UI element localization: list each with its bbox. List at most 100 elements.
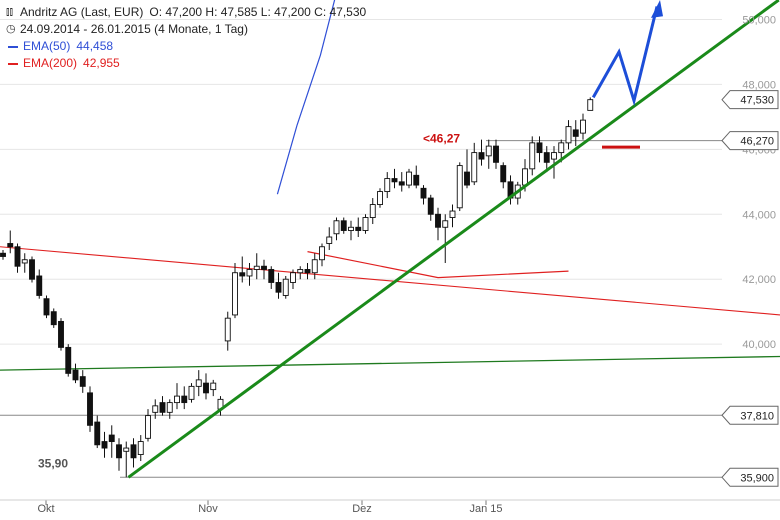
x-tick-label: Okt [37, 503, 54, 515]
trend-path [127, 0, 780, 479]
candle-body [275, 282, 282, 293]
legend-ohlc: O: 47,200 H: 47,585 L: 47,200 C: 47,530 [149, 5, 367, 19]
candle-body [456, 165, 463, 209]
y-tick-label: 40,000 [742, 339, 776, 351]
y-tick-label: 44,000 [742, 209, 776, 221]
candle-body [50, 311, 57, 326]
candle-body [239, 272, 246, 277]
candle-body [406, 171, 412, 186]
candle-body [268, 269, 275, 283]
candle-body [565, 126, 572, 144]
candle-body [116, 444, 122, 459]
candle-body [435, 213, 441, 228]
candle-body [181, 395, 188, 404]
horizontal-levels [0, 140, 722, 478]
candle-body [384, 178, 391, 193]
candle-body [493, 145, 499, 163]
clock-icon: ◷ [6, 23, 16, 35]
x-tick-label: Dez [352, 503, 372, 515]
candle-body [558, 142, 565, 154]
candle-body [7, 243, 14, 248]
y-tick-label: 48,000 [742, 79, 776, 91]
price-tag-label: 47,530 [740, 95, 774, 107]
candle-body [522, 168, 528, 186]
candle-body [369, 204, 376, 218]
candle-body [261, 265, 267, 270]
legend-period: 24.09.2014 - 26.01.2015 (4 Monate, 1 Tag… [20, 22, 248, 36]
candle-body [130, 444, 137, 459]
legend: ⫾⫾ Andritz AG (Last, EUR) O: 47,200 H: 4… [6, 4, 366, 72]
legend-title-row: ⫾⫾ Andritz AG (Last, EUR) O: 47,200 H: 4… [6, 4, 366, 21]
candle-body [449, 210, 456, 218]
legend-period-row: ◷ 24.09.2014 - 26.01.2015 (4 Monate, 1 T… [6, 21, 366, 38]
candle-body [174, 395, 180, 404]
candle-body [29, 259, 35, 280]
ema50-swatch [8, 45, 18, 48]
bar-chart-icon: ⫾⫾ [6, 6, 14, 18]
candle-body [87, 392, 93, 426]
candle-body [529, 142, 536, 170]
candle-body [587, 99, 594, 111]
candle-body [43, 298, 50, 316]
candle-body [420, 187, 427, 199]
y-tick-label: 50,000 [742, 14, 776, 26]
candle-body [282, 278, 289, 296]
candle-body [94, 421, 101, 446]
candle-body [14, 246, 21, 267]
legend-ema200-label: EMA(200) [23, 56, 78, 70]
price-tag-label: 46,270 [740, 136, 774, 148]
candle-body [188, 385, 195, 400]
candle-body [137, 441, 144, 455]
trend-line [127, 0, 780, 479]
candle-body [362, 217, 369, 231]
candlesticks [0, 97, 594, 478]
candle-body [377, 191, 383, 205]
candle-body [464, 171, 470, 186]
annotations: <46,27 35,90 [38, 132, 460, 471]
grid [0, 18, 722, 345]
candle-body [580, 119, 586, 134]
legend-ema50-value: 44,458 [76, 39, 114, 53]
candle-body [166, 402, 173, 413]
candle-body [108, 434, 115, 443]
candle-body [58, 320, 64, 348]
projection-arrow [591, 0, 663, 107]
candle-body [536, 142, 543, 154]
candle-body [297, 269, 304, 274]
legend-ema50-row: EMA(50) 44,458 [6, 38, 366, 55]
ema50-line [276, 0, 336, 195]
ema50-path [276, 0, 336, 195]
x-axis: Okt Nov Dez Jan 15 [0, 499, 780, 515]
price-tag-label: 35,900 [740, 472, 774, 484]
price-tag [721, 467, 779, 487]
candle-body [224, 317, 231, 342]
candle-body [36, 275, 43, 296]
projection-path [591, 6, 659, 107]
candle-body [485, 145, 492, 157]
candle-body [348, 226, 354, 231]
candle-body [413, 174, 420, 186]
candle-body [195, 379, 202, 387]
long-trend-red [0, 246, 780, 316]
candle-body [0, 252, 6, 257]
ema200-swatch [8, 62, 18, 65]
candle-body [427, 197, 434, 215]
price-tag [721, 90, 779, 110]
price-tag [721, 405, 779, 425]
candle-body [340, 220, 347, 231]
candle-body [471, 152, 478, 183]
candle-body [210, 382, 217, 391]
legend-ema50-label: EMA(50) [23, 39, 71, 53]
candle-body [203, 382, 209, 394]
candle-body [333, 220, 340, 235]
price-tag [721, 131, 779, 151]
y-tick-label: 42,000 [742, 274, 776, 286]
candle-body [355, 226, 362, 231]
candle-body [478, 152, 485, 160]
candle-body [65, 346, 72, 374]
candle-body [290, 272, 296, 283]
candle-body [79, 376, 86, 387]
legend-ema200-row: EMA(200) 42,955 [6, 55, 366, 72]
